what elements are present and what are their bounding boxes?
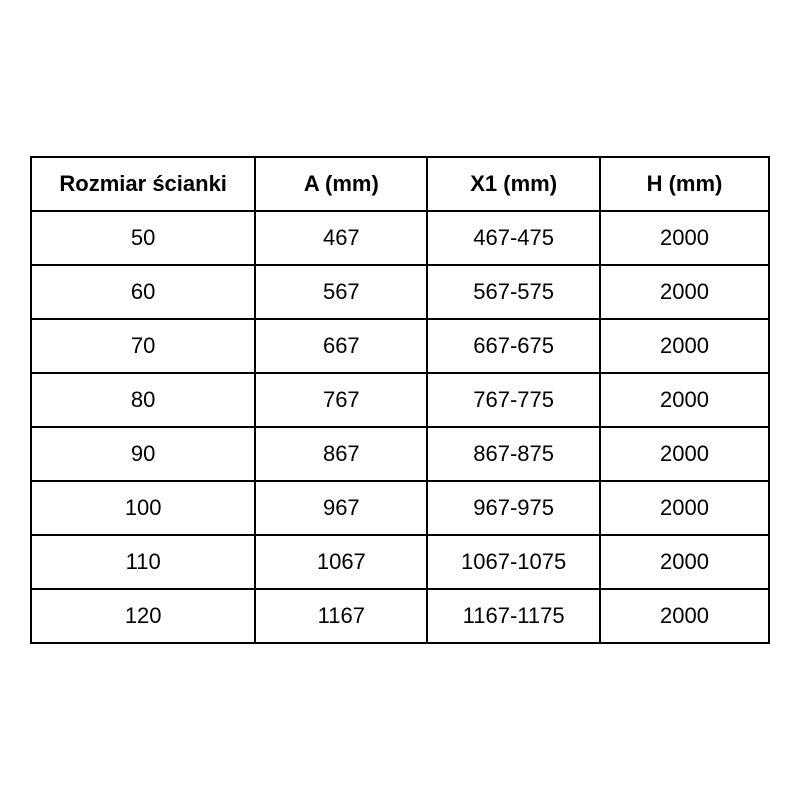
wall-size-table: Rozmiar ścianki A (mm) X1 (mm) H (mm) 50…	[29, 156, 771, 644]
table-cell: 567-575	[426, 264, 601, 320]
table-cell: 100	[29, 480, 257, 536]
table-row: 100 967 967-975 2000	[29, 480, 771, 536]
table-cell: 567	[254, 264, 429, 320]
table-cell: 80	[29, 372, 257, 428]
table-cell: 50	[29, 210, 257, 266]
table-row: 50 467 467-475 2000	[29, 210, 771, 266]
table-cell: 2000	[598, 534, 771, 590]
table-cell: 120	[29, 588, 257, 644]
table-cell: 2000	[598, 372, 771, 428]
table-cell: 2000	[598, 318, 771, 374]
table-cell: 2000	[598, 588, 771, 644]
table-row: 120 1167 1167-1175 2000	[29, 588, 771, 644]
table-cell: 2000	[598, 264, 771, 320]
table-cell: 767-775	[426, 372, 601, 428]
table-cell: 667-675	[426, 318, 601, 374]
table-cell: 2000	[598, 210, 771, 266]
table-cell: 90	[29, 426, 257, 482]
table-cell: 467	[254, 210, 429, 266]
header-row: Rozmiar ścianki A (mm) X1 (mm) H (mm)	[29, 156, 771, 212]
table-cell: 967-975	[426, 480, 601, 536]
table-cell: 70	[29, 318, 257, 374]
header-cell-x1-mm: X1 (mm)	[426, 156, 601, 212]
table-cell: 1167-1175	[426, 588, 601, 644]
header-cell-h-mm: H (mm)	[598, 156, 771, 212]
table-cell: 867	[254, 426, 429, 482]
table-cell: 767	[254, 372, 429, 428]
table-cell: 1067-1075	[426, 534, 601, 590]
table-cell: 60	[29, 264, 257, 320]
table-cell: 667	[254, 318, 429, 374]
table-cell: 967	[254, 480, 429, 536]
header-cell-rozmiar-scianki: Rozmiar ścianki	[29, 156, 257, 212]
table-cell: 1067	[254, 534, 429, 590]
table-row: 60 567 567-575 2000	[29, 264, 771, 320]
table-cell: 467-475	[426, 210, 601, 266]
table-cell: 110	[29, 534, 257, 590]
table-row: 110 1067 1067-1075 2000	[29, 534, 771, 590]
size-table-container: Rozmiar ścianki A (mm) X1 (mm) H (mm) 50…	[29, 156, 771, 644]
header-cell-a-mm: A (mm)	[254, 156, 429, 212]
table-row: 70 667 667-675 2000	[29, 318, 771, 374]
table-cell: 1167	[254, 588, 429, 644]
table-cell: 867-875	[426, 426, 601, 482]
table-cell: 2000	[598, 480, 771, 536]
table-row: 90 867 867-875 2000	[29, 426, 771, 482]
table-row: 80 767 767-775 2000	[29, 372, 771, 428]
table-cell: 2000	[598, 426, 771, 482]
